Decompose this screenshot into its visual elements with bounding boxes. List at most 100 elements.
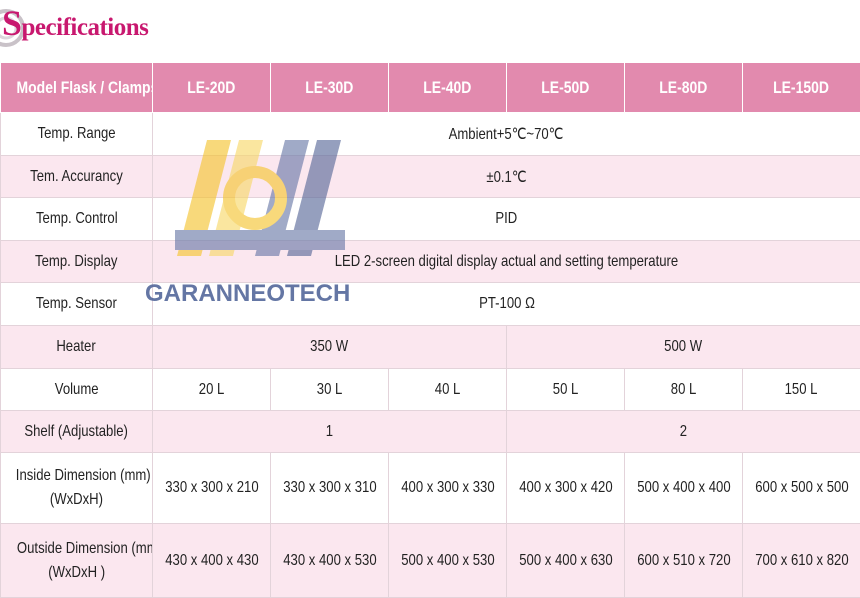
value-cell: 80 L [624,368,743,411]
value-cell: 430 x 400 x 530 [270,523,389,598]
row-label: Tem. Accurancy [0,155,153,198]
cell-text: 600 x 500 x 500 [754,479,849,496]
cell-text: 150 L [785,380,818,398]
title-ornament [0,9,25,47]
header-cell: LE-30D [270,62,389,113]
cell-text: 500 x 400 x 530 [400,551,495,569]
cell-text: 330 x 300 x 310 [282,479,377,496]
header-text: LE-150D [773,77,830,97]
row-label-text: Volume [54,380,99,398]
value-cell: 500 x 400 x 630 [506,523,625,598]
cell-text: 430 x 400 x 530 [282,551,377,569]
table-row: Tem. Accurancy ±0.1℃ [0,155,860,198]
cell-text: 500 x 400 x 400 [636,479,731,496]
value-cell: 600 x 510 x 720 [624,523,743,598]
table-row: Outside Dimension (mm) (WxDxH ) 430 x 400 … [0,523,860,598]
header-text: LE-40D [423,77,472,97]
header-text: Model Flask / Clamps [16,77,153,97]
table-row: Temp. Display LED 2-screen digital displa… [0,240,860,283]
row-label-line: Outside Dimension (mm) [16,539,153,557]
cell-text: 20 L [198,380,225,398]
value-cell: 600 x 500 x 500 [742,452,860,524]
value-cell: 400 x 300 x 330 [388,452,507,524]
header-cell: LE-50D [506,62,625,113]
row-label-text: Temp. Range [37,125,116,142]
header-cell: LE-20D [152,62,271,113]
cell-text: 40 L [434,380,461,398]
value-cell: 500 x 400 x 530 [388,523,507,598]
value-cell: Ambient+5℃~70℃ [152,112,860,156]
header-text: LE-20D [187,77,236,97]
value-cell: 50 L [506,368,625,411]
value-cell: 430 x 400 x 430 [152,523,271,598]
value-cell: 40 L [388,368,507,411]
header-cell: LE-80D [624,62,743,113]
header-cell: Model Flask / Clamps [0,62,153,113]
cell-text: 350 W [310,338,349,355]
value-cell: 2 [506,410,860,453]
cell-text: Ambient+5℃~70℃ [449,126,564,143]
row-label-text: Heater [56,338,97,355]
row-label: Temp. Display [0,240,153,283]
row-label: Outside Dimension (mm) (WxDxH ) [0,523,153,598]
row-label: Temp. Sensor [0,282,153,326]
table-row: Inside Dimension (mm) (WxDxH) 330 x 300 x … [0,452,860,524]
row-label: Temp. Range [0,112,153,156]
value-cell: 330 x 300 x 310 [270,452,389,524]
row-label: Shelf (Adjustable) [0,410,153,453]
header-cell: LE-40D [388,62,507,113]
cell-text: ±0.1℃ [486,168,527,186]
row-label-line: Inside Dimension (mm) [15,467,151,484]
header-row: Model Flask / Clamps LE-20D LE-30D LE-40D LE… [0,62,860,113]
cell-text: 30 L [316,380,343,398]
cell-text: PT-100 Ω [478,295,535,312]
cell-text: 1 [325,422,334,440]
row-label-line: (WxDxH ) [48,563,105,581]
row-label: Volume [0,368,153,411]
cell-text: 80 L [670,380,697,398]
table-row: Heater 350 W 500 W [0,325,860,369]
row-label-text: Temp. Sensor [36,295,117,312]
row-label-text: Shelf (Adjustable) [24,422,129,440]
cell-text: 430 x 400 x 430 [164,551,259,569]
value-cell: PT-100 Ω [152,282,860,326]
table-row: Temp. Range Ambient+5℃~70℃ [0,112,860,156]
cell-text: 500 x 400 x 630 [518,551,613,569]
cell-text: 2 [679,422,688,440]
value-cell: 330 x 300 x 210 [152,452,271,524]
value-cell: 150 L [742,368,860,411]
row-label-text: Tem. Accurancy [30,167,123,185]
cell-text: 500 W [664,338,703,355]
header-cell: LE-150D [742,62,860,113]
value-cell: 500 W [506,325,860,369]
cell-text: 50 L [552,380,579,398]
value-cell: 350 W [152,325,507,369]
cell-text: LED 2-screen digital display actual and … [334,252,679,270]
table-row: Volume 20 L 30 L 40 L 50 L 80 L 150 L [0,368,860,411]
row-label: Inside Dimension (mm) (WxDxH) [0,452,153,524]
value-cell: 1 [152,410,507,453]
cell-text: PID [495,210,518,227]
header-text: LE-50D [541,77,590,97]
table-row: Shelf (Adjustable) 1 2 [0,410,860,453]
value-cell: 30 L [270,368,389,411]
watermark: GARANNEOTECH [145,140,350,307]
cell-text: 700 x 610 x 820 [754,551,849,569]
value-cell: 700 x 610 x 820 [742,523,860,598]
header-text: LE-80D [659,77,708,97]
table-row: Temp. Sensor PT-100 Ω [0,282,860,326]
spec-table: Model Flask / Clamps LE-20D LE-30D LE-40D LE… [0,62,860,598]
table-row: Temp. Control PID [0,197,860,241]
row-label-text: Temp. Display [35,252,118,270]
value-cell: 500 x 400 x 400 [624,452,743,524]
header-text: LE-30D [305,77,354,97]
row-label-text: Temp. Control [35,210,118,227]
section-title: Specifications [2,3,149,43]
row-label: Temp. Control [0,197,153,241]
cell-text: 400 x 300 x 420 [518,479,613,496]
cell-text: 330 x 300 x 210 [164,479,259,496]
watermark-text: GARANNEOTECH [145,280,350,307]
value-cell: 400 x 300 x 420 [506,452,625,524]
row-label: Heater [0,325,153,369]
